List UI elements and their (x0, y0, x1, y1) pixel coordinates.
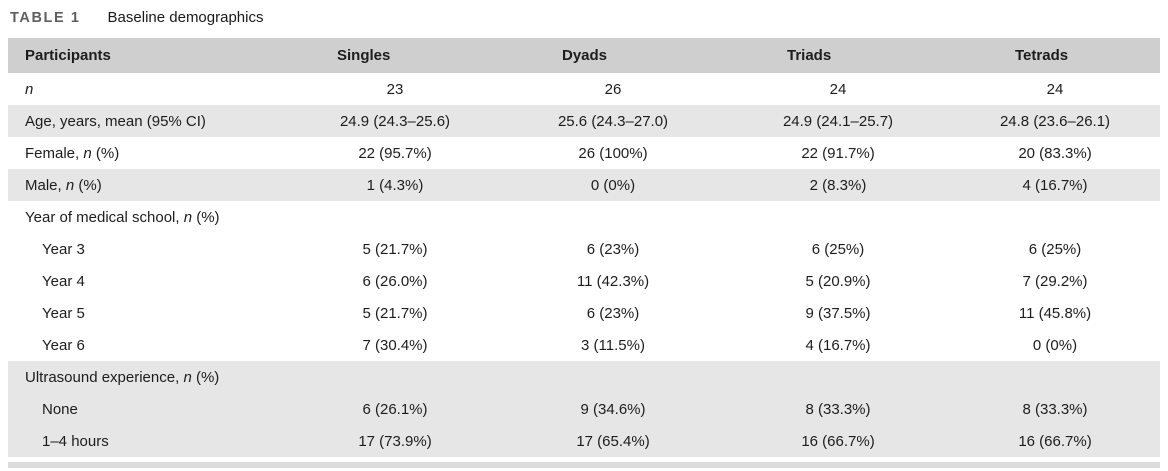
table-row: 1–4 hours 17 (73.9%) 17 (65.4%) 16 (66.7%) 1… (8, 425, 1160, 457)
row-label: n (8, 73, 290, 105)
cell: 11 (42.3%) (500, 265, 726, 297)
cell: 25.6 (24.3–27.0) (500, 105, 726, 137)
table-number: TABLE 1 (10, 10, 81, 26)
cell: 11 (45.8%) (950, 297, 1160, 329)
table-bottom-rule (8, 462, 1160, 468)
cell: 6 (25%) (726, 233, 950, 265)
cell: 6 (26.0%) (290, 265, 500, 297)
row-label: Year 6 (8, 329, 290, 361)
cell: 5 (21.7%) (290, 297, 500, 329)
row-label: Year of medical school, n (%) (8, 201, 290, 233)
cell: 22 (91.7%) (726, 137, 950, 169)
row-label: Year 3 (8, 233, 290, 265)
row-label: Female, n (%) (8, 137, 290, 169)
table-row: Age, years, mean (95% CI) 24.9 (24.3–25.6… (8, 105, 1160, 137)
cell: 0 (0%) (500, 169, 726, 201)
table-caption: TABLE 1 Baseline demographics (10, 8, 1160, 28)
cell: 9 (34.6%) (500, 393, 726, 425)
cell (500, 201, 726, 233)
cell: 26 (500, 73, 726, 105)
row-label: Age, years, mean (95% CI) (8, 105, 290, 137)
cell: 7 (30.4%) (290, 329, 500, 361)
cell: 5 (21.7%) (290, 233, 500, 265)
row-label: Year 4 (8, 265, 290, 297)
cell: 1 (4.3%) (290, 169, 500, 201)
cell: 3 (11.5%) (500, 329, 726, 361)
cell (290, 201, 500, 233)
table-row: Ultrasound experience, n (%) (8, 361, 1160, 393)
cell (950, 361, 1160, 393)
cell: 24.9 (24.3–25.6) (290, 105, 500, 137)
cell: 6 (23%) (500, 233, 726, 265)
cell: 8 (33.3%) (950, 393, 1160, 425)
column-header: Triads (726, 38, 950, 73)
cell (290, 361, 500, 393)
table-row: None 6 (26.1%) 9 (34.6%) 8 (33.3%) 8 (33.3%) (8, 393, 1160, 425)
table-row: Female, n (%) 22 (95.7%) 26 (100%) 22 (91.7… (8, 137, 1160, 169)
column-header: Participants (8, 38, 290, 73)
column-header: Dyads (500, 38, 726, 73)
row-label: Male, n (%) (8, 169, 290, 201)
cell: 5 (20.9%) (726, 265, 950, 297)
cell: 24 (950, 73, 1160, 105)
header-row: Participants Singles Dyads Triads Tetrads (8, 38, 1160, 73)
cell: 9 (37.5%) (726, 297, 950, 329)
cell: 16 (66.7%) (726, 425, 950, 457)
cell: 4 (16.7%) (950, 169, 1160, 201)
cell: 20 (83.3%) (950, 137, 1160, 169)
cell (726, 201, 950, 233)
row-label: Year 5 (8, 297, 290, 329)
cell (950, 201, 1160, 233)
table-row: n 23 26 24 24 (8, 73, 1160, 105)
table-row: Male, n (%) 1 (4.3%) 0 (0%) 2 (8.3%) 4 (16.7… (8, 169, 1160, 201)
cell: 17 (65.4%) (500, 425, 726, 457)
cell: 6 (25%) (950, 233, 1160, 265)
cell (726, 361, 950, 393)
cell: 26 (100%) (500, 137, 726, 169)
cell: 22 (95.7%) (290, 137, 500, 169)
row-label: None (8, 393, 290, 425)
cell: 23 (290, 73, 500, 105)
row-label: 1–4 hours (8, 425, 290, 457)
cell: 24 (726, 73, 950, 105)
cell: 4 (16.7%) (726, 329, 950, 361)
cell: 6 (26.1%) (290, 393, 500, 425)
cell: 24.9 (24.1–25.7) (726, 105, 950, 137)
column-header: Singles (290, 38, 500, 73)
table-title: Baseline demographics (107, 9, 264, 26)
cell: 6 (23%) (500, 297, 726, 329)
cell: 0 (0%) (950, 329, 1160, 361)
cell: 17 (73.9%) (290, 425, 500, 457)
cell: 2 (8.3%) (726, 169, 950, 201)
row-label: Ultrasound experience, n (%) (8, 361, 290, 393)
cell: 24.8 (23.6–26.1) (950, 105, 1160, 137)
cell: 16 (66.7%) (950, 425, 1160, 457)
cell: 8 (33.3%) (726, 393, 950, 425)
cell (500, 361, 726, 393)
table-row: Year of medical school, n (%) (8, 201, 1160, 233)
column-header: Tetrads (950, 38, 1160, 73)
cell: 7 (29.2%) (950, 265, 1160, 297)
